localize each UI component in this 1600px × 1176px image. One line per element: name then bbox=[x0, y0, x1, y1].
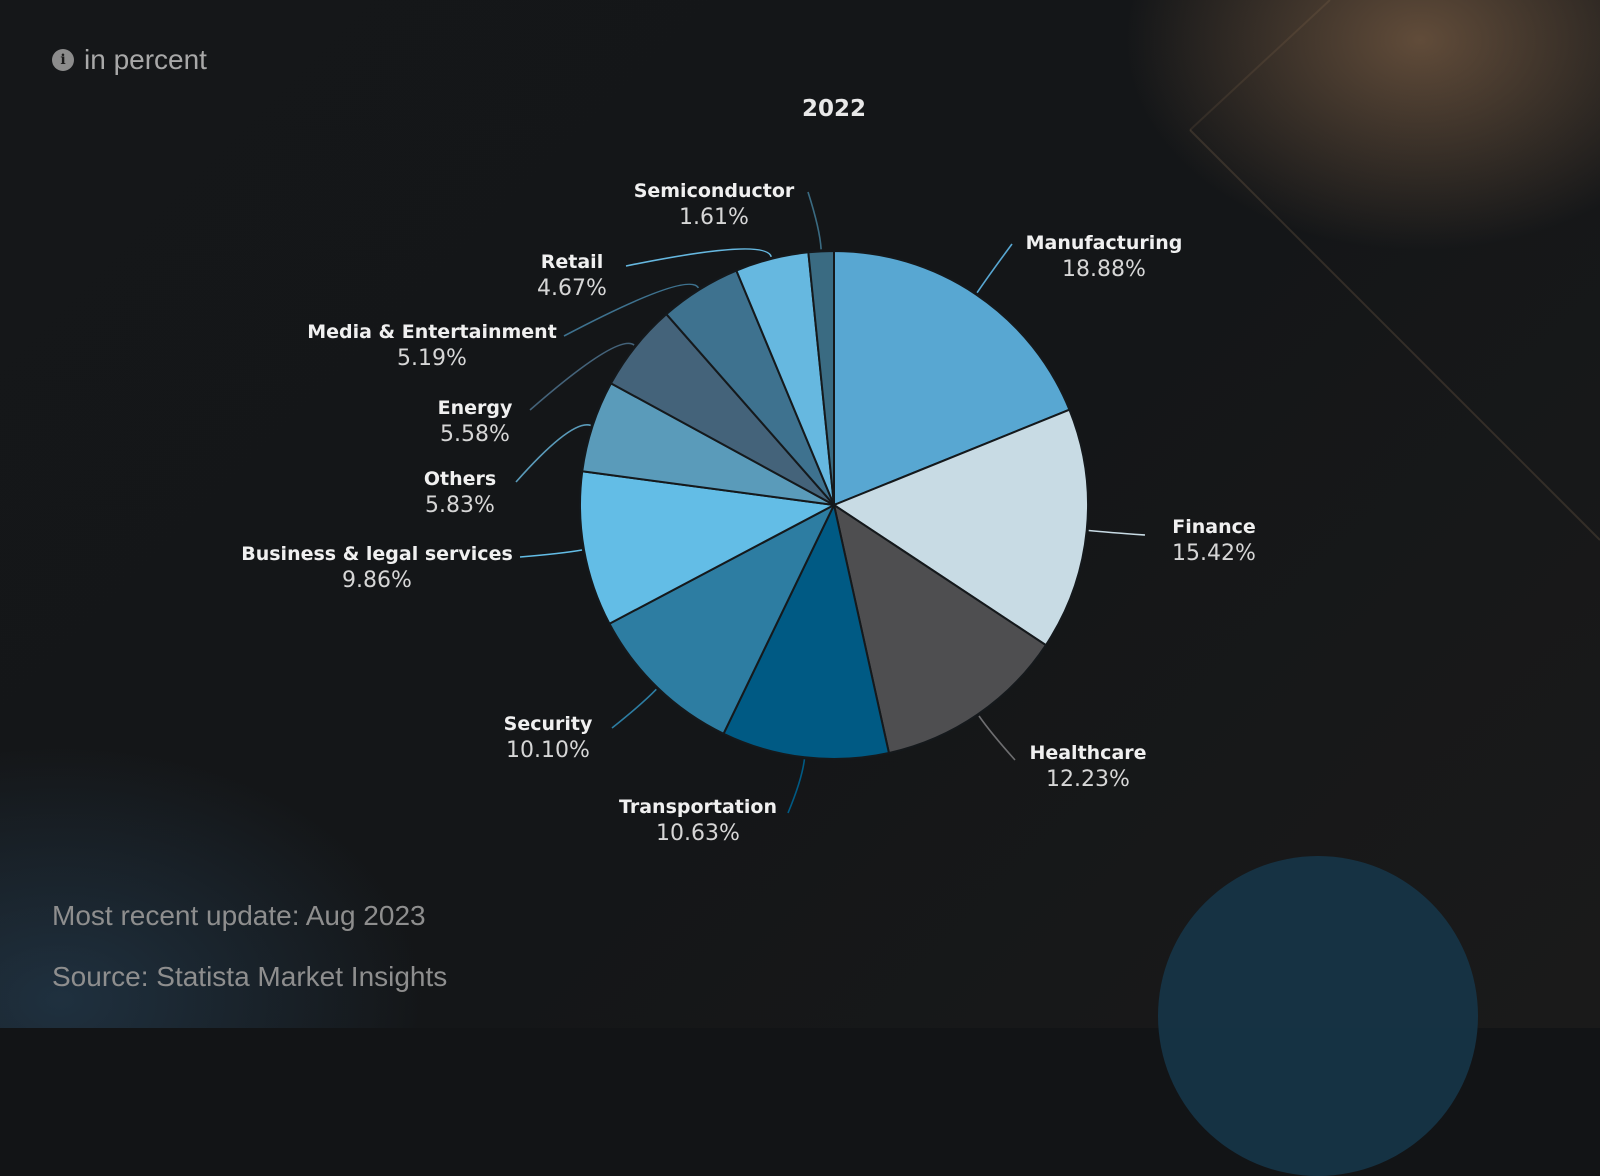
pie-slice-transportation[interactable] bbox=[722, 501, 891, 760]
leader-line-semiconductor bbox=[807, 191, 822, 250]
pie-slice-semiconductor[interactable] bbox=[807, 249, 835, 506]
slice-value-finance: 15.42% bbox=[1172, 541, 1256, 566]
chart-title: 2022 bbox=[802, 96, 866, 122]
leader-line-energy bbox=[529, 342, 635, 411]
leader-line-others bbox=[515, 424, 591, 483]
slice-label-transportation: Transportation bbox=[619, 796, 777, 818]
slice-label-retail: Retail bbox=[541, 251, 603, 273]
slice-label-security: Security bbox=[504, 713, 593, 735]
slice-value-security: 10.10% bbox=[506, 738, 590, 763]
unit-indicator: i in percent bbox=[52, 44, 207, 76]
leader-line-retail bbox=[625, 248, 772, 267]
leader-line-finance bbox=[1088, 529, 1146, 536]
leader-lines bbox=[515, 191, 1146, 814]
pie-slice-business-and-legal-services[interactable] bbox=[579, 470, 838, 626]
leader-line-security bbox=[611, 688, 657, 729]
pie-slice-manufacturing[interactable] bbox=[833, 249, 1071, 507]
slice-labels: Manufacturing 18.88% Finance 15.42% Healthca… bbox=[241, 180, 1256, 846]
update-note: Most recent update: Aug 2023 bbox=[52, 900, 426, 931]
info-icon[interactable]: i bbox=[52, 49, 74, 71]
pie-slice-healthcare[interactable] bbox=[832, 502, 1048, 755]
slice-label-media-and-entertainment: Media & Entertainment bbox=[307, 321, 557, 343]
slice-label-semiconductor: Semiconductor bbox=[634, 180, 795, 202]
leader-line-manufacturing bbox=[976, 243, 1013, 294]
slice-label-business-and-legal-services: Business & legal services bbox=[241, 543, 513, 565]
leader-line-healthcare bbox=[978, 715, 1016, 761]
pie-slice-security[interactable] bbox=[608, 502, 837, 736]
leader-line-business-and-legal-services bbox=[519, 549, 583, 558]
slice-label-healthcare: Healthcare bbox=[1029, 742, 1146, 764]
pie-slice-finance[interactable] bbox=[831, 408, 1089, 647]
slice-value-energy: 5.58% bbox=[440, 422, 510, 447]
leader-line-media-and-entertainment bbox=[563, 283, 700, 337]
background-diagonal-line bbox=[1189, 0, 1600, 541]
pie-slices bbox=[579, 249, 1089, 760]
pie-chart: 2022 Manufacturing 18.88% Finance 15.42% Hea… bbox=[241, 96, 1256, 846]
slice-value-business-and-legal-services: 9.86% bbox=[342, 568, 412, 593]
slice-value-media-and-entertainment: 5.19% bbox=[397, 346, 467, 371]
slice-value-manufacturing: 18.88% bbox=[1062, 257, 1146, 282]
source-note: Source: Statista Market Insights bbox=[52, 961, 448, 992]
unit-label: in percent bbox=[84, 44, 207, 75]
slice-value-others: 5.83% bbox=[425, 493, 495, 518]
slice-value-healthcare: 12.23% bbox=[1046, 767, 1130, 792]
leader-line-transportation bbox=[787, 759, 806, 814]
slice-label-manufacturing: Manufacturing bbox=[1026, 232, 1183, 254]
slice-label-energy: Energy bbox=[438, 397, 513, 419]
slice-label-finance: Finance bbox=[1172, 516, 1256, 538]
slice-value-transportation: 10.63% bbox=[656, 821, 740, 846]
slice-label-others: Others bbox=[424, 468, 496, 490]
slice-value-retail: 4.67% bbox=[537, 276, 607, 301]
slice-value-semiconductor: 1.61% bbox=[679, 205, 749, 230]
